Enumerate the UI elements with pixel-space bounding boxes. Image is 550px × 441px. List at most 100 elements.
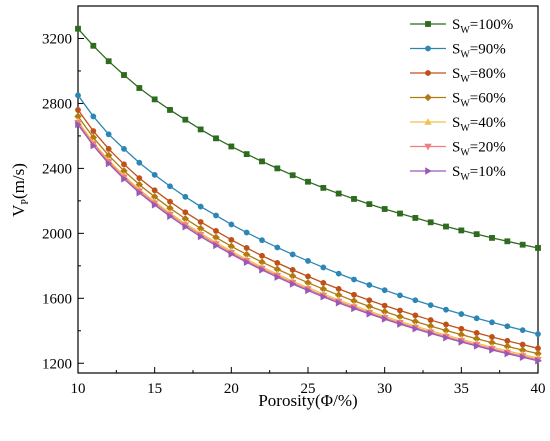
data-point: [121, 175, 128, 183]
data-point: [75, 120, 82, 129]
data-point: [397, 307, 403, 314]
legend-label-sub: W: [460, 25, 470, 36]
data-point: [458, 227, 465, 234]
data-point: [412, 297, 419, 304]
legend-label-main: S: [452, 17, 460, 33]
data-point: [121, 146, 127, 152]
data-point: [289, 280, 297, 288]
data-point: [535, 331, 541, 337]
data-point: [489, 346, 496, 354]
data-point: [182, 223, 190, 231]
legend-label-main: S: [452, 66, 460, 82]
x-tick-label: 20: [224, 381, 239, 397]
data-point: [519, 353, 527, 361]
data-point: [412, 312, 419, 319]
legend-swatch-marker: [425, 21, 431, 27]
data-point: [90, 141, 98, 150]
data-point: [151, 171, 158, 178]
legend-label: SW=100%: [452, 17, 513, 36]
data-point: [320, 264, 327, 271]
legend-item: SW=90%: [410, 42, 506, 61]
data-point: [182, 193, 189, 200]
data-point: [90, 128, 97, 134]
data-point: [489, 234, 495, 241]
data-point: [167, 107, 173, 113]
data-point: [381, 302, 388, 309]
legend-item: SW=100%: [410, 17, 513, 36]
y-axis-title: VP(m/s): [9, 163, 31, 217]
plot-area: 10 15 20 25 30 35 40 1200 1600 2000 2400 2800 3200: [42, 5, 546, 397]
series-2: [75, 107, 541, 352]
data-point: [243, 229, 250, 236]
legend-label-value: =40%: [470, 115, 506, 131]
data-point: [136, 189, 144, 197]
data-point: [197, 219, 204, 225]
series-1: [75, 92, 541, 337]
data-point: [351, 304, 358, 313]
data-point: [243, 151, 250, 157]
data-point: [228, 221, 235, 228]
data-point: [274, 273, 282, 281]
data-point: [381, 206, 388, 212]
data-point: [519, 327, 526, 334]
series-line: [77, 124, 539, 362]
data-point: [228, 143, 235, 150]
legend-item: SW=20%: [410, 140, 506, 159]
data-point: [151, 201, 159, 209]
data-point: [243, 258, 251, 266]
data-point: [289, 266, 296, 273]
data-point: [443, 223, 449, 230]
data-point: [351, 196, 357, 202]
data-point: [320, 293, 328, 301]
x-axis-title: Porosity(Φ/%): [258, 391, 357, 410]
data-point: [366, 297, 373, 304]
y-tick-label: 2800: [42, 96, 72, 112]
legend-item: SW=80%: [410, 66, 506, 85]
data-point: [151, 187, 158, 194]
data-point: [535, 357, 542, 365]
data-point: [197, 203, 204, 210]
series-layer: [74, 25, 542, 365]
data-point: [366, 310, 374, 318]
data-point: [443, 334, 450, 342]
data-point: [228, 250, 236, 258]
data-point: [305, 258, 311, 264]
legend-swatch-marker: [424, 93, 432, 102]
legend-label-sub: W: [460, 123, 470, 134]
x-tick-label: 40: [531, 381, 546, 397]
plot-frame: [77, 5, 539, 374]
data-point: [167, 212, 174, 221]
y-tick-label: 1200: [42, 356, 72, 372]
data-point: [75, 92, 81, 99]
data-point: [213, 228, 219, 234]
data-point: [473, 231, 480, 238]
data-point: [427, 329, 435, 338]
data-point: [305, 178, 311, 185]
data-point: [427, 219, 434, 226]
data-point: [535, 245, 541, 251]
data-point: [335, 299, 343, 307]
data-point: [397, 320, 404, 328]
legend-swatch-marker: [425, 45, 431, 52]
data-point: [182, 116, 189, 123]
legend-label: SW=60%: [452, 91, 506, 110]
data-point: [259, 252, 265, 259]
data-point: [504, 238, 511, 245]
series-6: [75, 120, 542, 365]
data-point: [90, 42, 97, 49]
legend-swatch-marker: [425, 70, 431, 76]
data-point: [75, 25, 81, 32]
data-point: [136, 85, 143, 91]
data-point: [458, 311, 465, 317]
data-point: [412, 215, 419, 221]
legend-swatch-marker: [425, 167, 432, 175]
data-point: [197, 126, 204, 133]
data-point: [320, 184, 327, 191]
data-point: [105, 131, 112, 138]
data-point: [151, 96, 158, 103]
legend-label-value: =10%: [470, 164, 506, 180]
data-point: [305, 273, 311, 280]
x-tick-label: 10: [71, 381, 86, 397]
series-5: [74, 120, 542, 364]
data-point: [320, 279, 327, 286]
